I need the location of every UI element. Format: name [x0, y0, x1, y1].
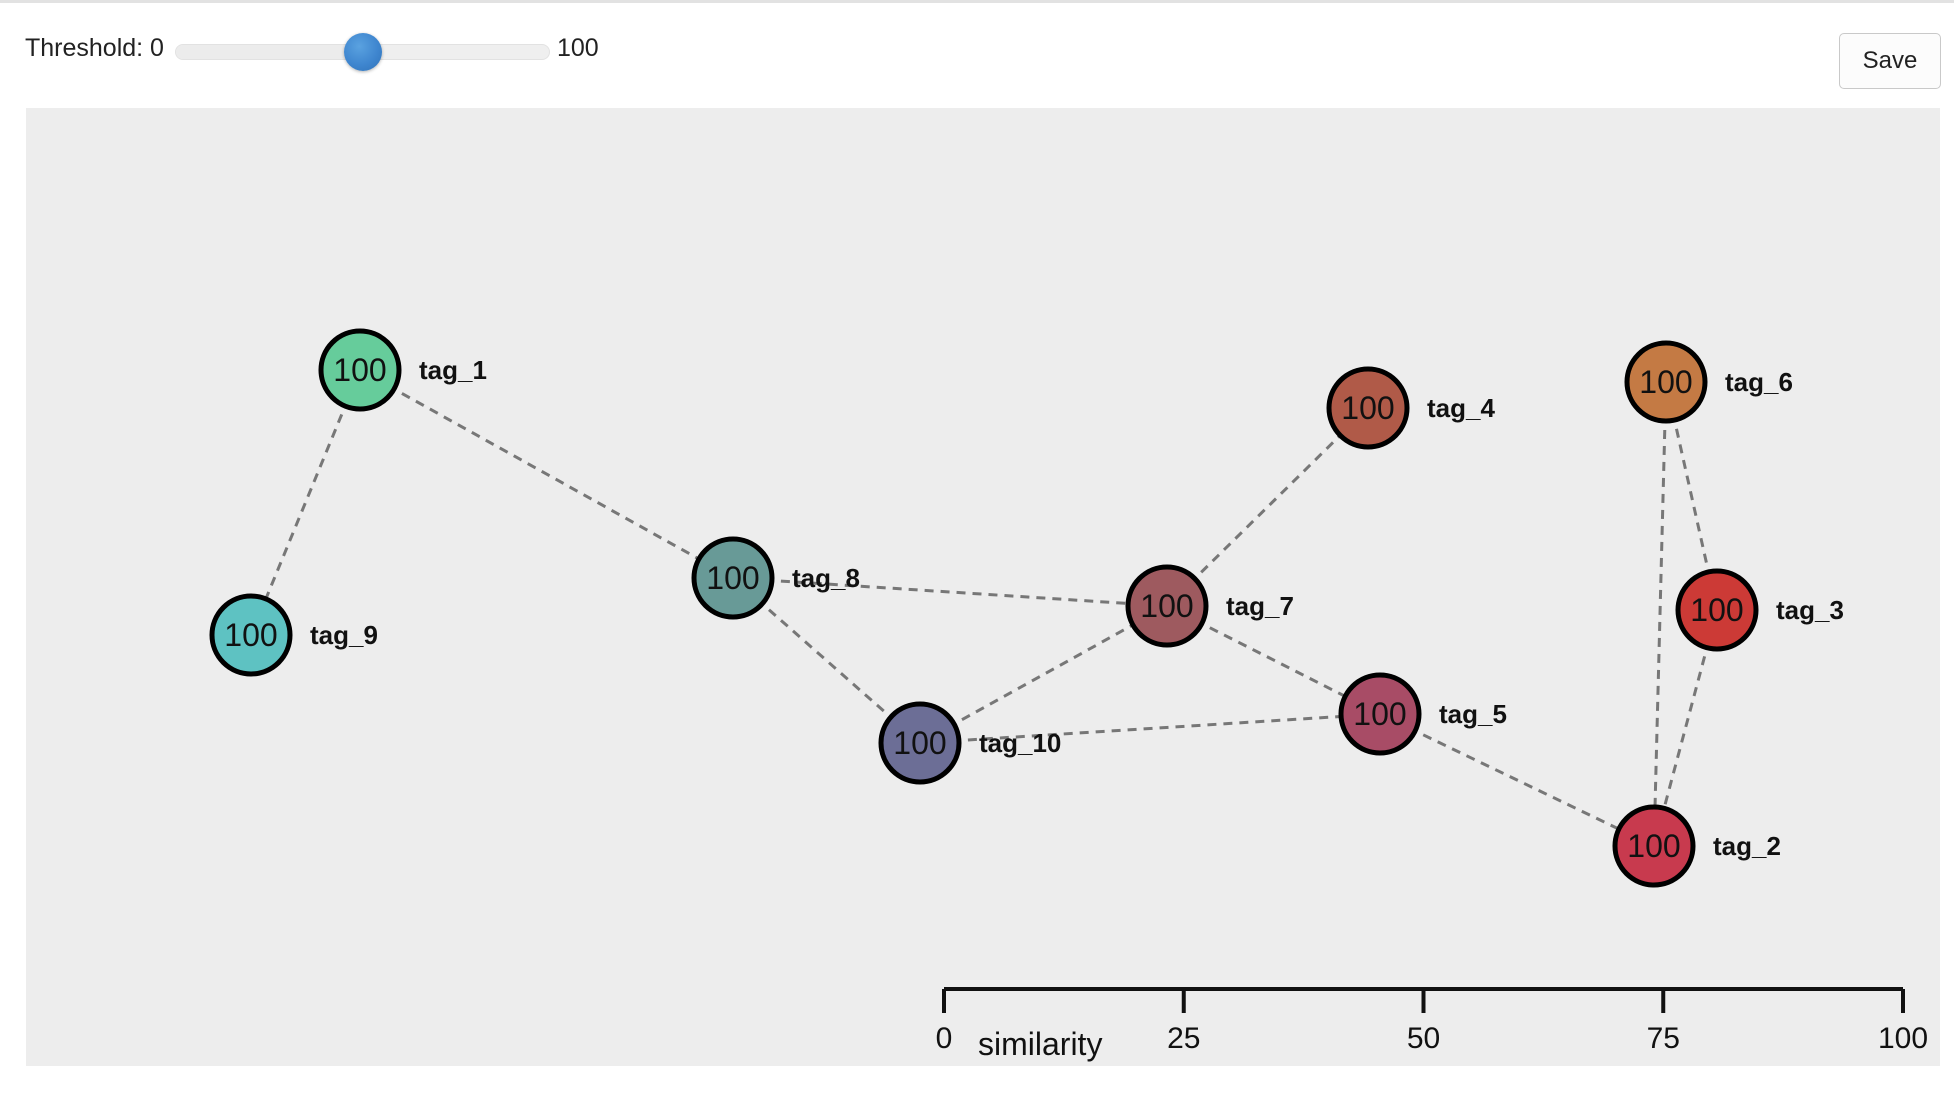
- node-label: tag_4: [1427, 393, 1495, 423]
- node-label: tag_1: [419, 355, 487, 385]
- node-value: 100: [1341, 390, 1394, 426]
- threshold-min-label: 0: [150, 34, 164, 62]
- legend-tick-label: 50: [1407, 1022, 1440, 1055]
- node-label: tag_2: [1713, 831, 1781, 861]
- threshold-max-label: 100: [557, 34, 599, 62]
- edge-tag_6-tag_2: [1652, 381, 1668, 847]
- node-tag_7[interactable]: 100 tag_7: [1125, 564, 1294, 648]
- threshold-slider-fill: [176, 45, 364, 59]
- node-circle[interactable]: [878, 701, 962, 785]
- node-value: 100: [1639, 364, 1692, 400]
- legend-tick-label: 0: [936, 1022, 953, 1055]
- node-value: 100: [1353, 696, 1406, 732]
- node-tag_4[interactable]: 100 tag_4: [1326, 366, 1495, 450]
- node-label: tag_9: [310, 620, 378, 650]
- edge-tag_10-tag_5: [919, 712, 1381, 745]
- node-circle[interactable]: [691, 536, 775, 620]
- node-label: tag_3: [1776, 595, 1844, 625]
- edge-tag_5-tag_2: [1379, 712, 1655, 848]
- network-graph: 100 tag_1 100 tag_2 100 tag_3 100 tag_4 100 tag_5…: [26, 108, 1940, 1066]
- legend-tick-label: 100: [1878, 1022, 1928, 1055]
- node-value: 100: [224, 617, 277, 653]
- node-circle[interactable]: [1612, 804, 1696, 888]
- edge-tag_8-tag_7: [732, 576, 1168, 608]
- node-label: tag_8: [792, 563, 860, 593]
- node-circle[interactable]: [318, 328, 402, 412]
- node-value: 100: [706, 560, 759, 596]
- legend-tick-label: 75: [1647, 1022, 1680, 1055]
- threshold-label: Threshold:: [25, 34, 144, 62]
- save-button[interactable]: Save: [1839, 33, 1941, 89]
- node-circle[interactable]: [1125, 564, 1209, 648]
- legend-title: similarity: [978, 1026, 1102, 1062]
- node-tag_2[interactable]: 100 tag_2: [1612, 804, 1781, 888]
- similarity-legend: 0 25 50 75 100 similarity: [936, 987, 1928, 1062]
- node-tag_10[interactable]: 100 tag_10: [878, 701, 1061, 785]
- node-tag_5[interactable]: 100 tag_5: [1338, 672, 1507, 756]
- node-label: tag_10: [979, 728, 1061, 758]
- top-border: [0, 0, 1954, 3]
- node-value: 100: [1690, 592, 1743, 628]
- legend-tick-label: 25: [1167, 1022, 1200, 1055]
- node-circle[interactable]: [1675, 568, 1759, 652]
- canvas-background: [26, 108, 1940, 1066]
- nodes-layer: 100 tag_1 100 tag_2 100 tag_3 100 tag_4 100 tag_5…: [209, 328, 1844, 888]
- graph-canvas: 100 tag_1 100 tag_2 100 tag_3 100 tag_4 100 tag_5…: [26, 108, 1940, 1066]
- node-value: 100: [893, 725, 946, 761]
- node-circle[interactable]: [1326, 366, 1410, 450]
- toolbar: Threshold: 0 100 Save: [0, 3, 1954, 105]
- node-tag_1[interactable]: 100 tag_1: [318, 328, 487, 412]
- node-tag_9[interactable]: 100 tag_9: [209, 593, 378, 677]
- node-circle[interactable]: [209, 593, 293, 677]
- node-circle[interactable]: [1338, 672, 1422, 756]
- node-tag_6[interactable]: 100 tag_6: [1624, 340, 1793, 424]
- node-tag_8[interactable]: 100 tag_8: [691, 536, 860, 620]
- node-value: 100: [1627, 828, 1680, 864]
- threshold-slider-handle[interactable]: [343, 33, 382, 71]
- node-value: 100: [333, 352, 386, 388]
- node-label: tag_6: [1725, 367, 1793, 397]
- edge-tag_1-tag_8: [359, 368, 734, 580]
- node-label: tag_5: [1439, 699, 1507, 729]
- node-label: tag_7: [1226, 591, 1294, 621]
- node-tag_3[interactable]: 100 tag_3: [1675, 568, 1844, 652]
- node-circle[interactable]: [1624, 340, 1708, 424]
- node-value: 100: [1140, 588, 1193, 624]
